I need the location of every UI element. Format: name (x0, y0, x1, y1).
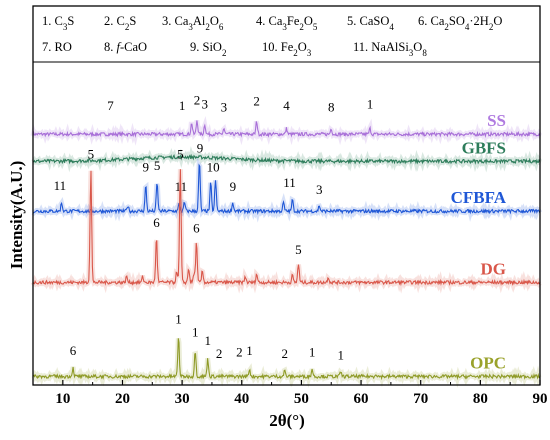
peak-label: 9 (197, 141, 204, 156)
x-axis-title: 2θ(°) (269, 411, 305, 430)
series-label-dg: DG (481, 259, 507, 278)
x-tick-label: 90 (533, 391, 548, 407)
series-opc-line (32, 338, 541, 381)
legend-item: 9. SiO2 (190, 40, 226, 58)
series-label-gbfs: GBFS (462, 138, 506, 157)
x-tick-label: 10 (55, 391, 70, 407)
peak-label: 2 (281, 346, 288, 361)
x-tick-label: 30 (175, 391, 190, 407)
peak-label: 11 (54, 178, 67, 193)
legend-item: 8. f-CaO (104, 40, 147, 54)
peak-label: 6 (153, 215, 160, 230)
peak-label: 6 (193, 221, 200, 236)
series-dg-line (32, 169, 541, 287)
peak-label: 2 (236, 345, 243, 360)
peak-label: 1 (179, 98, 186, 113)
peak-label: 5 (88, 146, 95, 161)
peak-label: 6 (70, 343, 77, 358)
legend: 1. C3S 2. C2S 3. Ca3Al2O6 4. Ca3Fe2O5 5. CaS… (32, 5, 541, 63)
peak-label: 1 (309, 345, 316, 360)
peak-label: 1 (367, 97, 374, 112)
peak-label: 1 (246, 343, 253, 358)
x-tick-label: 50 (294, 391, 309, 407)
x-tick-label: 20 (115, 391, 130, 407)
peak-label: 3 (316, 182, 323, 197)
peak-label: 7 (107, 98, 114, 113)
series-label-cfbfa: CFBFA (451, 188, 507, 207)
peak-label: 5 (177, 146, 184, 161)
peak-label: 9 (230, 179, 237, 194)
series-dg: 5 6 5 6 5 DG (30, 146, 542, 294)
x-tick-label: 80 (473, 391, 488, 407)
series-label-opc: OPC (470, 353, 506, 372)
legend-item: 7. RO (42, 40, 72, 54)
peak-label: 4 (283, 98, 290, 113)
legend-item: 6. Ca2SO4·2H2O (418, 14, 502, 32)
series-cfbfa-line (32, 163, 541, 215)
series-gbfs: GBFS (31, 138, 542, 173)
peak-label: 1 (205, 333, 212, 348)
peak-label: 11 (283, 175, 296, 190)
peak-label: 2 (194, 92, 201, 107)
peak-label: 3 (202, 97, 209, 112)
x-tick-label: 40 (234, 391, 249, 407)
legend-item: 4. Ca3Fe2O5 (256, 14, 318, 32)
series-label-ss: SS (487, 111, 506, 130)
peak-label: 1 (175, 312, 182, 327)
legend-item: 10. Fe2O3 (262, 40, 312, 58)
x-tick-label: 60 (354, 391, 369, 407)
peak-label: 1 (338, 347, 345, 362)
legend-item: 5. CaSO4 (347, 14, 394, 32)
peak-label: 1 (192, 325, 199, 340)
legend-item: 2. C2S (104, 14, 136, 32)
y-axis-title: Intensity(A.U.) (7, 161, 26, 270)
peak-label: 3 (221, 99, 228, 114)
peak-label: 2 (253, 94, 260, 109)
peak-label: 2 (216, 346, 223, 361)
series-ss-line (32, 120, 541, 138)
plot-frame (32, 5, 541, 386)
series-ss: 7 1 2 3 3 2 4 8 1SS (30, 92, 542, 146)
peak-label: 5 (154, 158, 161, 173)
legend-item: 11. NaAlSi3O8 (353, 40, 427, 58)
peak-label: 9 (142, 159, 149, 174)
axes: 10 20 30 40 50 60 70 80 90 (32, 5, 548, 407)
series-gbfs-line (32, 153, 541, 165)
peak-label: 5 (295, 242, 302, 257)
peak-label: 8 (328, 99, 335, 114)
legend-item: 3. Ca3Al2O6 (162, 14, 224, 32)
peak-label: 10 (207, 159, 220, 174)
x-tick-label: 70 (413, 391, 428, 407)
legend-item: 1. C3S (42, 14, 74, 32)
